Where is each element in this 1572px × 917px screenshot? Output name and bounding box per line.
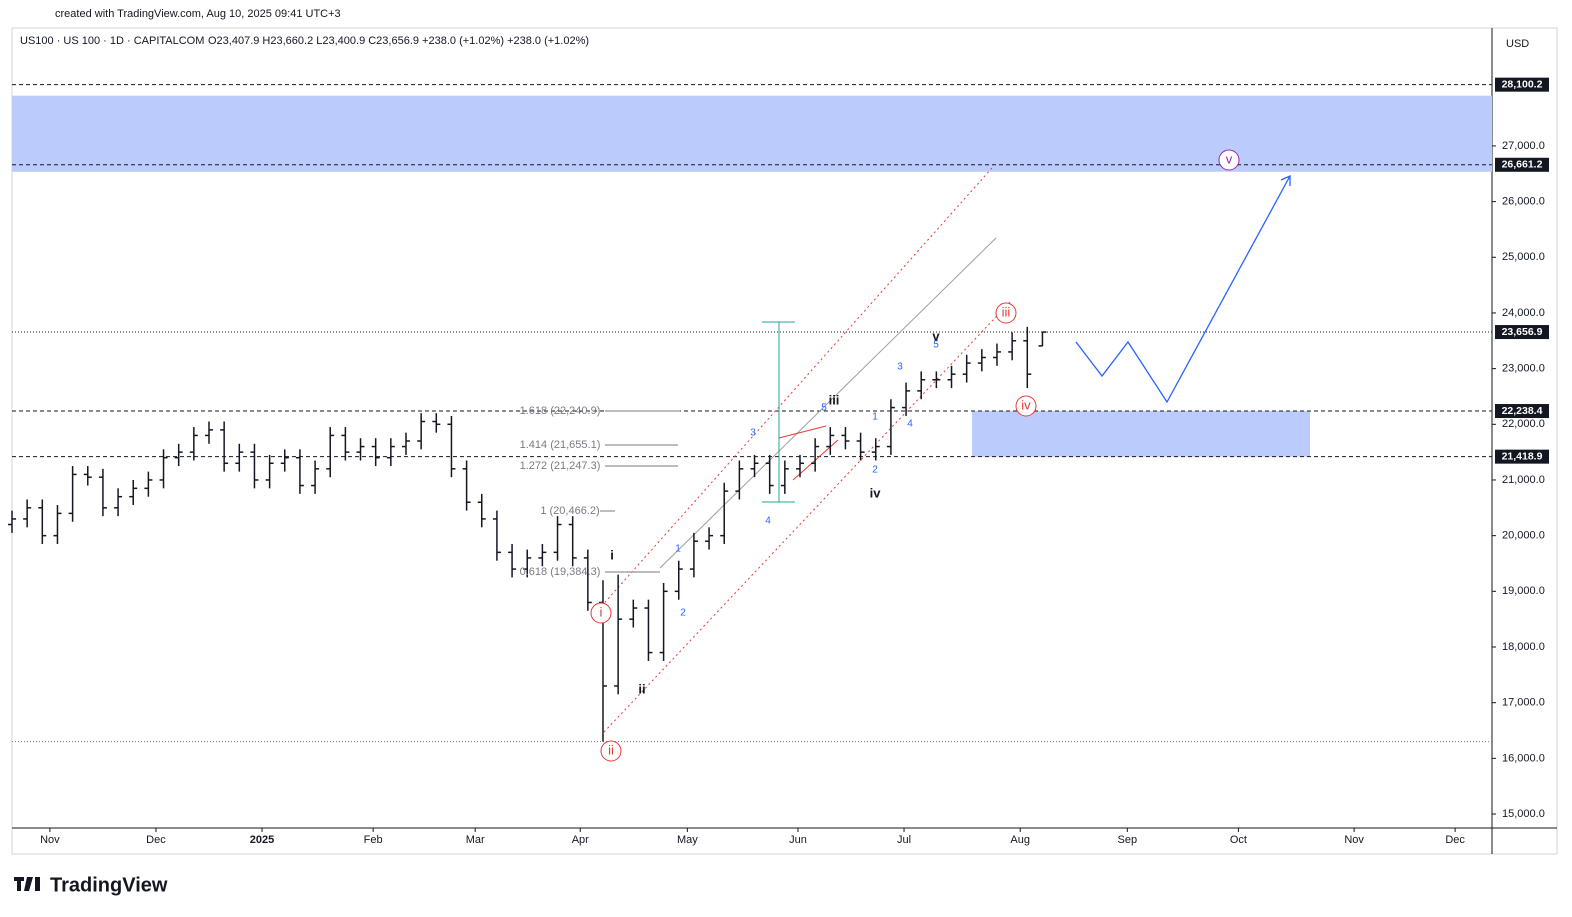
wave-label: ii [608, 742, 614, 757]
wave-circle [1015, 395, 1037, 417]
x-tick-label: Dec [1445, 834, 1465, 846]
ohlc: O23,407.9 H23,660.2 L23,400.9 C23,656.9 … [208, 35, 589, 47]
x-tick-label: Dec [146, 834, 166, 846]
wave-circle [600, 740, 622, 762]
level-tag [1495, 404, 1549, 419]
x-tick-label: 2025 [250, 834, 274, 846]
wave-circle [995, 302, 1017, 324]
fib-label: 1.272 (21,247.3) [520, 460, 601, 472]
trend-line [659, 237, 997, 569]
x-tick-label: Aug [1010, 834, 1030, 846]
wave-label: i [600, 604, 603, 619]
x-tick-label: Jun [789, 834, 807, 846]
wave-circle [1218, 149, 1240, 171]
level-tag [1495, 449, 1549, 464]
x-tick-label: May [677, 834, 698, 846]
wave-label: iii [829, 392, 840, 407]
wave-label: 2 [872, 465, 878, 476]
x-tick-label: Feb [364, 834, 383, 846]
fib-label: 1.618 (22,240.9) [520, 405, 601, 417]
wave-label: iii [1002, 304, 1011, 319]
y-tick-label: 21,000.0 [1502, 474, 1545, 486]
y-tick-label: 16,000.0 [1502, 752, 1545, 764]
projection [1075, 175, 1291, 404]
level-label: 28,100.2 [1502, 78, 1543, 90]
fib-label: 1 (20,466.2) [540, 505, 599, 517]
y-tick-label: 25,000.0 [1502, 251, 1545, 263]
level-tag [1495, 77, 1549, 92]
wave-label: 5 [933, 340, 939, 351]
fib-label: 0.618 (19,384.3) [520, 566, 601, 578]
logo-mark [14, 877, 40, 891]
y-tick-label: 23,000.0 [1502, 363, 1545, 375]
wave-label: 1 [872, 412, 878, 423]
wave-label: 4 [907, 419, 913, 430]
wedge-line [778, 425, 827, 439]
symbol: US100 · US 100 · 1D · CAPITALCOM [20, 35, 204, 47]
level-label: 23,656.9 [1502, 326, 1543, 338]
target-zone [12, 95, 1492, 172]
wave-label: i [610, 547, 614, 562]
x-tick-label: Oct [1230, 834, 1247, 846]
y-tick-label: 26,000.0 [1502, 196, 1545, 208]
projection-arrow [1280, 174, 1291, 186]
y-tick-label: 15,000.0 [1502, 808, 1545, 820]
x-tick-label: Nov [40, 834, 60, 846]
wave-label: iv [1021, 397, 1031, 412]
wave-label: 4 [765, 516, 771, 527]
fib-label: 1.414 (21,655.1) [520, 439, 601, 451]
y-tick-label: 17,000.0 [1502, 697, 1545, 709]
channel-line [597, 167, 993, 611]
wave-label: iv [870, 485, 882, 500]
y-tick-label: 19,000.0 [1502, 585, 1545, 597]
level-tag [1495, 325, 1549, 340]
frame [11, 27, 1558, 855]
x-tick-label: Sep [1118, 834, 1138, 846]
wave-label: 5 [821, 403, 827, 414]
y-tick-label: 22,000.0 [1502, 418, 1545, 430]
level-label: 26,661.2 [1502, 159, 1543, 171]
wave-label: v [1226, 151, 1233, 166]
channel-line [603, 301, 1011, 733]
credit: created with TradingView.com, Aug 10, 20… [55, 8, 341, 20]
level-label: 21,418.9 [1502, 450, 1543, 462]
x-tick-label: Nov [1344, 834, 1364, 846]
wave-label: 3 [897, 362, 903, 373]
x-tick-label: Mar [466, 834, 485, 846]
support-zone [972, 411, 1310, 457]
y-tick-label: 18,000.0 [1502, 641, 1545, 653]
wave-label: ii [638, 681, 645, 696]
level-label: 22,238.4 [1502, 405, 1543, 417]
logo: TradingView [50, 874, 168, 896]
wave-label: 2 [680, 608, 686, 619]
level-tag [1495, 157, 1549, 172]
y-tick-label: 20,000.0 [1502, 530, 1545, 542]
y-tick-label: 27,000.0 [1502, 140, 1545, 152]
x-tick-label: Jul [897, 834, 911, 846]
wave-circle [590, 602, 612, 624]
wave-label: 3 [750, 428, 756, 439]
wave-label: v [932, 328, 940, 343]
y-tick-label: 24,000.0 [1502, 307, 1545, 319]
wave-label: 1 [675, 544, 681, 555]
currency: USD [1506, 38, 1529, 50]
x-tick-label: Apr [572, 834, 589, 846]
